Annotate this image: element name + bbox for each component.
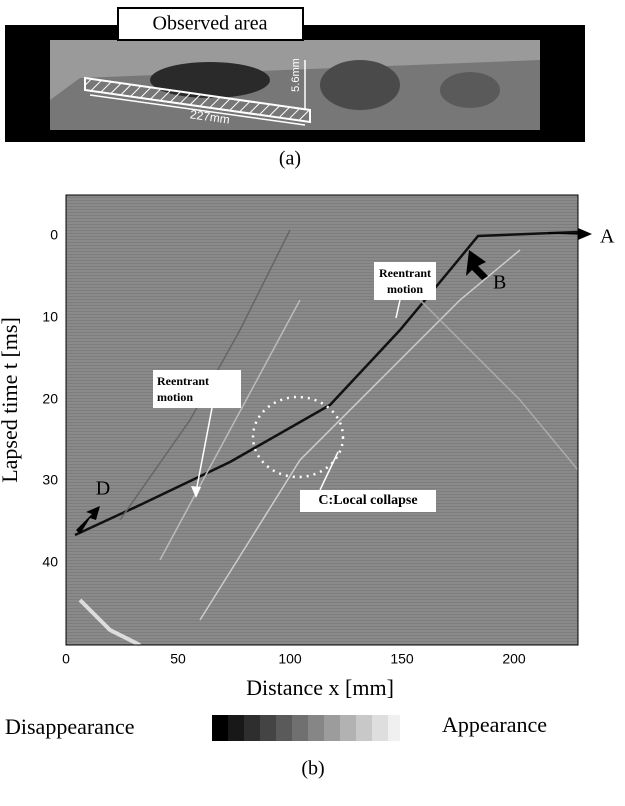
streak — [199, 249, 521, 621]
reentrant-label: Reentrant motion — [379, 266, 431, 296]
caption-b: (b) — [301, 758, 324, 780]
scale-step — [324, 715, 340, 741]
scale-step — [212, 715, 228, 741]
length-label: 227mm — [189, 107, 231, 126]
y-tick-label: 40 — [42, 554, 58, 570]
y-tick-label: 10 — [42, 309, 58, 325]
annotation-pointer — [195, 407, 213, 493]
label-a: A — [600, 226, 615, 248]
reentrant-label: Reentrant motion — [157, 374, 209, 404]
caption-a: (a) — [279, 148, 301, 170]
scale-step — [244, 715, 260, 741]
arrow-b — [466, 250, 488, 280]
arrow-a-head — [578, 228, 592, 240]
scale-step — [340, 715, 356, 741]
x-tick-label: 100 — [278, 651, 302, 667]
annotation-holder: Reentrant motion — [157, 374, 209, 404]
label-d: D — [96, 478, 110, 500]
arrow-a — [547, 232, 583, 235]
x-axis-label: Distance x [mm] — [246, 675, 394, 700]
x-tick-label: 150 — [390, 651, 414, 667]
streak — [419, 299, 579, 471]
annotation-box — [300, 490, 436, 512]
annotation-box — [374, 262, 436, 300]
scale-step — [308, 715, 324, 741]
label-b: B — [493, 272, 506, 294]
x-tick-label: 0 — [62, 651, 70, 667]
scale-step — [276, 715, 292, 741]
scale-step — [260, 715, 276, 741]
grey-scale — [212, 715, 400, 741]
height-label: 5.6mm — [290, 58, 302, 92]
x-tick-label: 50 — [170, 651, 186, 667]
scale-step — [388, 715, 400, 741]
y-axis-label: Lapsed time t [ms] — [0, 317, 22, 483]
scale-step — [228, 715, 244, 741]
scale-step — [372, 715, 388, 741]
observed-label: Observed area — [153, 13, 268, 35]
collapse-label: C:Local collapse — [318, 493, 417, 508]
y-tick-label: 30 — [42, 472, 58, 488]
annotation-pointer — [319, 451, 339, 491]
plot-image — [66, 195, 578, 645]
cavity — [150, 62, 270, 98]
ticks: 0 10 20 30 40 0 50 100 150 200 — [42, 227, 525, 667]
scale-right: Appearance — [442, 712, 547, 737]
scale-step — [356, 715, 372, 741]
y-tick-label: 20 — [42, 391, 58, 407]
observed-strip — [84, 76, 311, 124]
length-arrow — [89, 94, 306, 126]
cavity — [440, 72, 500, 108]
front-line — [74, 230, 579, 537]
streak — [78, 598, 141, 647]
scale-left: Disappearance — [5, 714, 134, 739]
collapse-circle — [251, 395, 345, 479]
plot-frame — [65, 194, 579, 646]
y-tick-label: 0 — [50, 227, 58, 243]
label-box — [117, 7, 304, 41]
streaks — [74, 229, 579, 647]
annotation-box — [153, 370, 241, 408]
annotation-holder: Reentrant motion — [379, 266, 431, 296]
annotation-pointer-head — [191, 486, 201, 498]
cavity — [320, 60, 400, 110]
annotation-pointer — [395, 299, 401, 319]
arrow-d — [76, 506, 100, 534]
scale-step — [292, 715, 308, 741]
streak — [159, 299, 301, 561]
x-tick-label: 200 — [502, 651, 526, 667]
